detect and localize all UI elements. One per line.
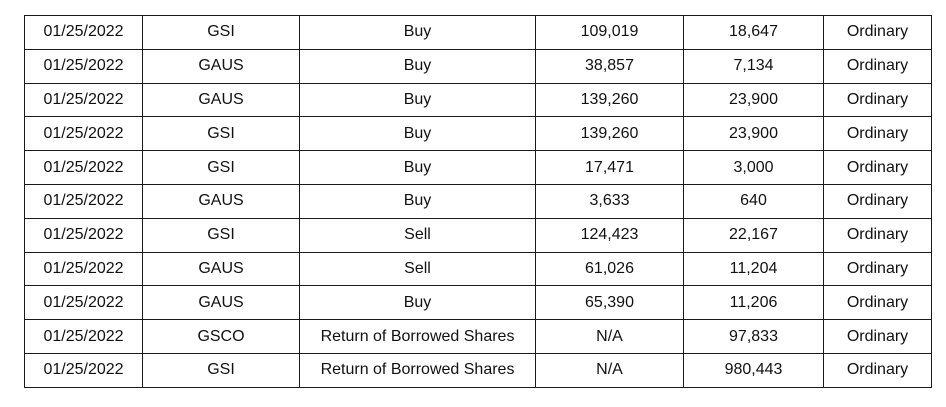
entity-cell: GSI (142, 150, 300, 185)
table-row: 01/25/2022 GAUS Buy 139,260 23,900 Ordinary (24, 82, 932, 118)
price-cell: 124,423 (535, 217, 684, 253)
quantity-cell: 97,833 (683, 319, 824, 354)
date-cell: 01/25/2022 (24, 319, 143, 354)
price-cell: 17,471 (535, 150, 684, 185)
date-cell: 01/25/2022 (24, 251, 143, 287)
share-class-cell: Ordinary (823, 150, 932, 185)
price-cell: 3,633 (535, 183, 684, 219)
share-class-cell: Ordinary (823, 15, 932, 50)
transaction-type-cell: Return of Borrowed Shares (299, 352, 536, 388)
price-cell: N/A (535, 352, 684, 388)
quantity-cell: 18,647 (683, 15, 824, 50)
price-cell: 61,026 (535, 251, 684, 287)
share-class-cell: Ordinary (823, 251, 932, 287)
date-cell: 01/25/2022 (24, 15, 143, 50)
table-row: 01/25/2022 GSCO Return of Borrowed Shares N… (24, 319, 932, 354)
table-row: 01/25/2022 GAUS Sell 61,026 11,204 Ordinary (24, 251, 932, 287)
quantity-cell: 640 (683, 183, 824, 219)
transaction-type-cell: Buy (299, 150, 536, 185)
transactions-table-body: 01/25/2022 GSI Buy 109,019 18,647 Ordinary 01/… (24, 15, 932, 388)
quantity-cell: 11,206 (683, 285, 824, 321)
table-row: 01/25/2022 GSI Return of Borrowed Shares N/… (24, 352, 932, 388)
share-class-cell: Ordinary (823, 285, 932, 321)
date-cell: 01/25/2022 (24, 48, 143, 84)
date-cell: 01/25/2022 (24, 285, 143, 321)
table-row: 01/25/2022 GSI Sell 124,423 22,167 Ordinary (24, 217, 932, 253)
price-cell: N/A (535, 319, 684, 354)
transaction-type-cell: Sell (299, 251, 536, 287)
table-row: 01/25/2022 GAUS Buy 3,633 640 Ordinary (24, 183, 932, 219)
date-cell: 01/25/2022 (24, 116, 143, 152)
quantity-cell: 23,900 (683, 116, 824, 152)
transaction-type-cell: Buy (299, 48, 536, 84)
transaction-type-cell: Sell (299, 217, 536, 253)
entity-cell: GAUS (142, 285, 300, 321)
quantity-cell: 22,167 (683, 217, 824, 253)
share-class-cell: Ordinary (823, 217, 932, 253)
entity-cell: GSCO (142, 319, 300, 354)
quantity-cell: 980,443 (683, 352, 824, 388)
table-row: 01/25/2022 GSI Buy 109,019 18,647 Ordinary (24, 15, 932, 50)
entity-cell: GAUS (142, 183, 300, 219)
share-class-cell: Ordinary (823, 116, 932, 152)
entity-cell: GAUS (142, 251, 300, 287)
transaction-type-cell: Buy (299, 116, 536, 152)
quantity-cell: 11,204 (683, 251, 824, 287)
table-row: 01/25/2022 GAUS Buy 65,390 11,206 Ordinary (24, 285, 932, 321)
price-cell: 38,857 (535, 48, 684, 84)
transaction-type-cell: Buy (299, 82, 536, 118)
transactions-table: 01/25/2022 GSI Buy 109,019 18,647 Ordinary 01/… (24, 15, 932, 388)
quantity-cell: 23,900 (683, 82, 824, 118)
price-cell: 109,019 (535, 15, 684, 50)
table-row: 01/25/2022 GSI Buy 139,260 23,900 Ordinary (24, 116, 932, 152)
date-cell: 01/25/2022 (24, 183, 143, 219)
transaction-type-cell: Return of Borrowed Shares (299, 319, 536, 354)
price-cell: 65,390 (535, 285, 684, 321)
transaction-type-cell: Buy (299, 285, 536, 321)
transaction-type-cell: Buy (299, 183, 536, 219)
entity-cell: GAUS (142, 48, 300, 84)
price-cell: 139,260 (535, 82, 684, 118)
transactions-table-container: 01/25/2022 GSI Buy 109,019 18,647 Ordinary 01/… (24, 15, 932, 388)
entity-cell: GSI (142, 352, 300, 388)
price-cell: 139,260 (535, 116, 684, 152)
entity-cell: GAUS (142, 82, 300, 118)
share-class-cell: Ordinary (823, 183, 932, 219)
entity-cell: GSI (142, 217, 300, 253)
entity-cell: GSI (142, 15, 300, 50)
share-class-cell: Ordinary (823, 319, 932, 354)
date-cell: 01/25/2022 (24, 217, 143, 253)
date-cell: 01/25/2022 (24, 150, 143, 185)
transaction-type-cell: Buy (299, 15, 536, 50)
share-class-cell: Ordinary (823, 48, 932, 84)
table-row: 01/25/2022 GSI Buy 17,471 3,000 Ordinary (24, 150, 932, 185)
table-row: 01/25/2022 GAUS Buy 38,857 7,134 Ordinary (24, 48, 932, 84)
entity-cell: GSI (142, 116, 300, 152)
share-class-cell: Ordinary (823, 82, 932, 118)
quantity-cell: 3,000 (683, 150, 824, 185)
share-class-cell: Ordinary (823, 352, 932, 388)
quantity-cell: 7,134 (683, 48, 824, 84)
date-cell: 01/25/2022 (24, 352, 143, 388)
date-cell: 01/25/2022 (24, 82, 143, 118)
